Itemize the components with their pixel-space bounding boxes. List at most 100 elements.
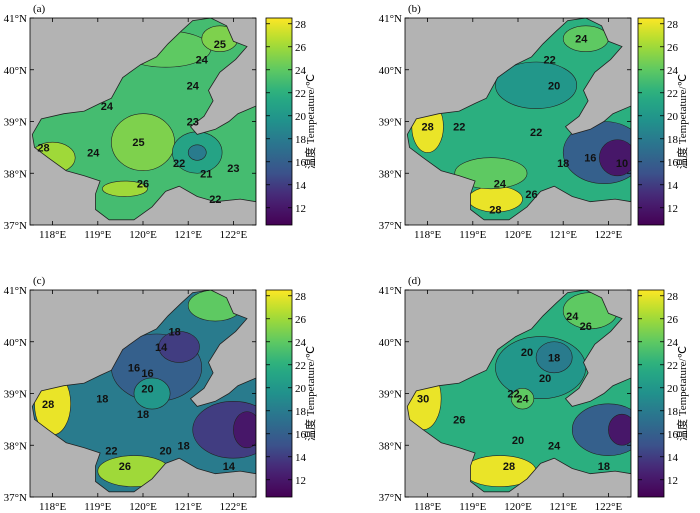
x-tick-label: 118°E [414, 229, 441, 241]
colorbar-tick-label: 28 [295, 291, 307, 303]
y-tick-label: 38°N [4, 440, 27, 452]
colorbar-tick-label: 24 [667, 337, 679, 349]
contour-label: 16 [141, 368, 153, 380]
colorbar-tick-label: 24 [667, 65, 679, 77]
contour-label: 20 [141, 383, 153, 395]
colorbar-tick-label: 26 [295, 42, 307, 54]
contour-label: 21 [200, 168, 212, 180]
contour-label: 26 [580, 321, 592, 333]
contour-label: 22 [507, 389, 519, 401]
y-tick-label: 40°N [379, 337, 402, 349]
temperature-zone [233, 411, 256, 449]
contour-label: 14 [155, 342, 168, 354]
contour-label: 26 [119, 461, 131, 473]
temperature-zone [158, 331, 200, 363]
x-tick-label: 119°E [459, 229, 486, 241]
colorbar-tick-label: 26 [295, 314, 307, 326]
y-tick-label: 40°N [4, 65, 27, 77]
temperature-zone [535, 341, 573, 374]
x-tick-label: 122°E [220, 229, 248, 241]
colorbar-tick-label: 24 [295, 65, 307, 77]
x-tick-label: 122°E [220, 501, 248, 513]
contour-label: 20 [521, 347, 533, 359]
contour-label: 18 [96, 394, 108, 406]
y-tick-label: 38°N [4, 168, 27, 180]
panel-label: (d) [408, 275, 421, 287]
contour-label: 28 [503, 461, 515, 473]
x-tick-label: 120°E [129, 501, 157, 513]
y-tick-label: 40°N [4, 337, 27, 349]
colorbar-tick-label: 16 [295, 157, 307, 169]
x-tick-label: 118°E [39, 501, 66, 513]
coastline [406, 290, 631, 493]
contour-label: 28 [42, 399, 54, 411]
contour-label: 25 [132, 137, 144, 149]
contour-label: 18 [137, 409, 149, 421]
colorbar-tick-label: 22 [667, 360, 678, 372]
panel-1: 24 22 20 28 22 22 18 16 24 26 28 10 (b) 118°E 119°E 120… [379, 3, 689, 241]
temperature-zone [599, 139, 631, 177]
colorbar-tick-label: 14 [667, 452, 679, 464]
colorbar-tick-label: 16 [667, 157, 679, 169]
y-tick-label: 37°N [4, 220, 27, 232]
panel-label: (a) [33, 3, 46, 15]
temperature-zone [495, 61, 578, 109]
contour-label: 16 [128, 363, 140, 375]
x-tick-label: 121°E [549, 501, 577, 513]
colorbar-tick-label: 28 [295, 19, 307, 31]
contour-label: 23 [227, 163, 239, 175]
x-tick-label: 122°E [595, 501, 623, 513]
colorbar-tick-label: 16 [295, 429, 307, 441]
y-tick-label: 38°N [379, 168, 402, 180]
contour-label: 18 [169, 326, 181, 338]
x-tick-label: 121°E [549, 229, 577, 241]
colorbar-tick-label: 20 [667, 383, 679, 395]
temperature-zone [111, 113, 175, 171]
contour-label: 20 [539, 373, 551, 385]
contour-label: 22 [105, 445, 117, 457]
panel-label: (c) [33, 275, 46, 287]
contour-label: 20 [548, 80, 560, 92]
colorbar [637, 17, 665, 226]
y-tick-label: 40°N [379, 65, 402, 77]
colorbar [637, 289, 665, 498]
colorbar-label: 温度 Tempetature/℃ [675, 346, 689, 441]
temperature-zone [187, 144, 207, 161]
y-tick-label: 39°N [4, 117, 27, 129]
y-tick-label: 41°N [4, 13, 27, 25]
coastline [31, 18, 256, 221]
contour-label: 18 [557, 158, 569, 170]
contour-label: 16 [584, 153, 596, 165]
contour-label: 24 [101, 101, 114, 113]
colorbar-tick-label: 26 [667, 42, 679, 54]
colorbar-tick-label: 12 [667, 203, 678, 215]
contour-label: 23 [187, 117, 199, 129]
coastline [31, 290, 256, 493]
colorbar-tick-label: 12 [667, 475, 678, 487]
colorbar-tick-label: 18 [295, 134, 307, 146]
colorbar-tick-label: 12 [295, 203, 306, 215]
x-tick-label: 118°E [414, 501, 441, 513]
x-tick-label: 120°E [129, 229, 157, 241]
contour-label: 18 [178, 440, 190, 452]
colorbar-tick-label: 24 [295, 337, 307, 349]
contour-label: 18 [598, 461, 610, 473]
colorbar-tick-label: 20 [295, 383, 307, 395]
x-tick-label: 120°E [504, 501, 532, 513]
colorbar-tick-label: 22 [295, 360, 306, 372]
colorbar [265, 289, 293, 498]
y-tick-label: 37°N [379, 220, 402, 232]
contour-label: 25 [214, 39, 226, 51]
temperature-zone [608, 413, 631, 446]
contour-label: 20 [512, 435, 524, 447]
contour-label: 24 [566, 311, 579, 323]
contour-label: 24 [516, 394, 529, 406]
contour-label: 22 [173, 158, 185, 170]
colorbar-tick-label: 14 [667, 180, 679, 192]
coastline [406, 18, 631, 221]
colorbar-tick-label: 22 [295, 88, 306, 100]
colorbar-tick-label: 18 [667, 406, 679, 418]
